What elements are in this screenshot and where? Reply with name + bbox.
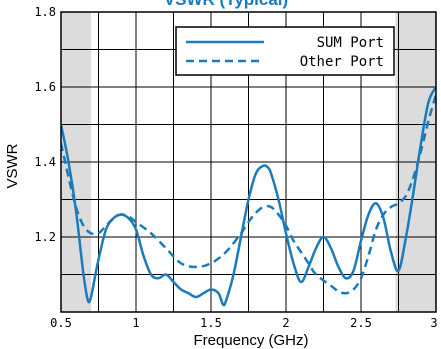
x-tick-label: 3 (430, 316, 437, 330)
series-lines (61, 86, 436, 307)
y-axis-label: VSWR (4, 143, 21, 188)
legend-box (175, 26, 395, 76)
y-tick-label: 1.6 (34, 80, 56, 94)
x-tick-label: 2 (282, 316, 289, 330)
plot-frame (60, 11, 437, 313)
legend: SUM Port Other Port (175, 26, 395, 76)
chart-title: VSWR (Typical) (164, 0, 288, 9)
x-tick-label: 2.5 (350, 316, 372, 330)
series-line-sum-port (61, 86, 436, 307)
y-tick-label: 1.8 (34, 5, 56, 19)
x-axis-label: Frequency (GHz) (193, 332, 308, 349)
x-tick-label: 1 (132, 316, 139, 330)
x-tick-label: 0.5 (50, 316, 72, 330)
y-tick-labels: 1.2 1.4 1.6 1.8 (34, 5, 56, 244)
legend-label-other-port: Other Port (300, 54, 384, 70)
y-tick-label: 1.4 (34, 155, 56, 169)
x-tick-labels: 0.5 1 1.5 2 2.5 3 (50, 316, 437, 330)
y-tick-label: 1.2 (34, 230, 56, 244)
series-line-other-port (61, 94, 436, 295)
x-tick-label: 1.5 (200, 316, 222, 330)
legend-label-sum-port: SUM Port (317, 35, 384, 51)
